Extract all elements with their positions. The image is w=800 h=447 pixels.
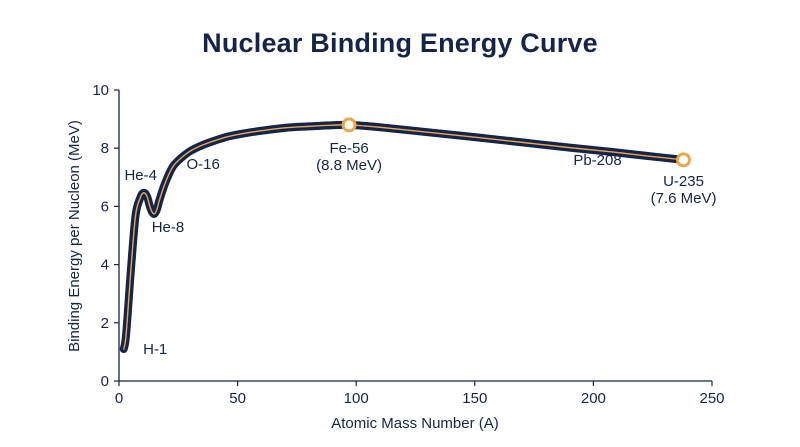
chart-title: Nuclear Binding Energy Curve xyxy=(202,28,598,58)
x-axis-label: Atomic Mass Number (A) xyxy=(331,415,499,432)
y-tick-label: 0 xyxy=(101,373,109,390)
y-tick-label: 4 xyxy=(101,257,109,274)
x-tick-label: 200 xyxy=(581,390,606,407)
series-line-highlight xyxy=(123,124,685,350)
highlight-marker xyxy=(341,117,357,133)
annotation-label: H-1 xyxy=(143,341,167,358)
y-tick-label: 2 xyxy=(101,315,109,332)
chart-series xyxy=(119,120,688,353)
annotation-sublabel: (8.8 MeV) xyxy=(316,157,382,174)
x-tick-label: 0 xyxy=(115,390,123,407)
annotation-label: He-4 xyxy=(124,167,157,184)
x-tick-label: 50 xyxy=(229,390,246,407)
y-tick-label: 6 xyxy=(101,198,109,215)
annotation-label: Pb-208 xyxy=(573,152,621,169)
annotation-label: He-8 xyxy=(152,219,185,236)
annotation-label: Fe-56 xyxy=(329,140,368,157)
annotation-label: U-235 xyxy=(663,173,704,190)
x-tick-label: 150 xyxy=(462,390,487,407)
chart-axes xyxy=(118,90,712,382)
y-tick-label: 10 xyxy=(92,82,109,99)
y-tick-label: 8 xyxy=(101,140,109,157)
annotation-sublabel: (7.6 MeV) xyxy=(651,190,717,207)
x-tick-label: 250 xyxy=(699,390,724,407)
chart-annotations: H-1 He-4 He-8 O-16 Fe-56(8.8 MeV) Pb-208 U-235… xyxy=(124,140,716,358)
y-axis-label: Binding Energy per Nucleon (MeV) xyxy=(66,120,83,352)
annotation-label: O-16 xyxy=(186,156,219,173)
chart-markers xyxy=(341,117,692,168)
highlight-marker xyxy=(676,152,692,168)
chart-ticks: 0 50 100 150 200 250 0 2 4 6 8 10 xyxy=(92,82,724,407)
x-tick-label: 100 xyxy=(344,390,369,407)
